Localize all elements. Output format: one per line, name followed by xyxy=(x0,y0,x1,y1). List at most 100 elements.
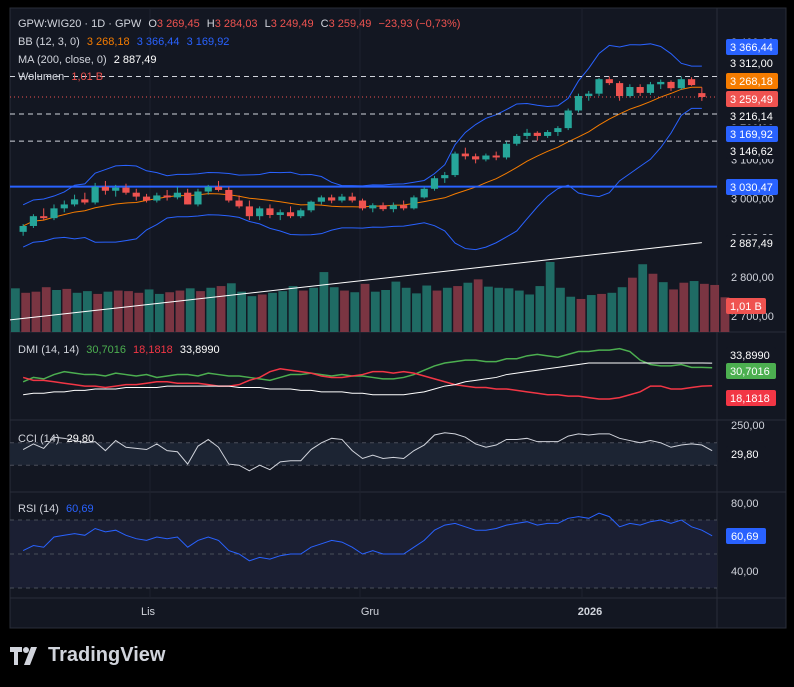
candle-body xyxy=(91,186,99,203)
candle-body xyxy=(615,83,624,97)
price-label-bg xyxy=(726,39,778,55)
candle-body xyxy=(225,189,233,201)
volume-bar xyxy=(113,290,123,332)
candle-body xyxy=(81,199,89,203)
volume-bar xyxy=(31,291,41,332)
volume-bar xyxy=(453,286,462,332)
volume-bar xyxy=(617,287,627,332)
price-label: 3 146,62 xyxy=(730,146,773,158)
tradingview-logo[interactable]: TradingView xyxy=(10,644,165,667)
cci-axis-tick: 250,00 xyxy=(731,420,765,432)
candle-body xyxy=(379,205,387,210)
rsi-line xyxy=(22,512,713,562)
volume-bar xyxy=(648,273,658,332)
ma-label: MA (200, close, 0) xyxy=(18,54,107,66)
dmi-label-bg xyxy=(726,363,776,379)
dmi-minus-value: 18,1818 xyxy=(133,344,173,356)
candle-body xyxy=(60,204,68,209)
candle-body xyxy=(338,196,346,201)
candle-body xyxy=(235,200,243,207)
candle-body xyxy=(101,186,110,191)
volume-bar xyxy=(360,283,370,332)
volume-bar xyxy=(154,293,164,332)
volume-value: 1,01 B xyxy=(71,71,104,83)
rsi-axis-tick: 80,00 xyxy=(731,498,759,510)
candle-body xyxy=(50,208,58,219)
price-label: 3 030,47 xyxy=(730,182,773,194)
candle-body xyxy=(245,206,253,217)
volume-bar xyxy=(237,291,247,332)
cci-label-bg xyxy=(726,446,766,462)
bb-label: BB (12, 3, 0) xyxy=(18,36,80,48)
legend-dmi-row[interactable]: DMI (14, 14) 30,7016 18,1818 33,8990 xyxy=(18,344,224,356)
price-label-bg xyxy=(726,108,778,124)
dmi-axis-label: 30,7016 xyxy=(730,366,770,378)
time-axis-tick: Lis xyxy=(141,606,156,618)
bb-lower-value: 3 169,92 xyxy=(186,36,230,48)
candle-body xyxy=(286,212,295,217)
candle-body xyxy=(646,84,655,93)
candle-body xyxy=(410,197,418,209)
bb-basis-value: 3 268,18 xyxy=(86,36,130,48)
candle-body xyxy=(533,132,541,136)
volume-bar xyxy=(669,289,678,332)
ohlc-open: O3 269,45 xyxy=(148,18,200,30)
volume-bar xyxy=(638,264,648,332)
candle-body xyxy=(297,210,305,217)
legend-rsi-row[interactable]: RSI (14) 60,69 xyxy=(18,503,98,515)
price-label-bg xyxy=(726,91,778,107)
volume-bar xyxy=(566,296,576,332)
volume-bar xyxy=(247,296,257,332)
volume-bar xyxy=(597,293,606,332)
legend-ma-row[interactable]: MA (200, close, 0) 2 887,49 xyxy=(18,54,161,66)
candle-body xyxy=(369,205,377,209)
legend-bb-row[interactable]: BB (12, 3, 0) 3 268,18 3 366,44 3 169,92 xyxy=(18,36,233,48)
candle-body xyxy=(276,212,284,216)
candle-body xyxy=(595,79,603,94)
candle-body xyxy=(482,155,490,160)
candle-body xyxy=(430,178,439,189)
candle-body xyxy=(574,96,583,111)
price-label-bg xyxy=(726,73,778,89)
legend-volume-row[interactable]: Wolumen 1,01 B xyxy=(18,71,107,83)
price-label: 3 312,00 xyxy=(730,58,773,70)
candle-body xyxy=(153,195,161,201)
volume-bar xyxy=(268,292,277,332)
candle-body xyxy=(132,192,140,197)
tradingview-logo-icon xyxy=(10,646,37,665)
volume-bar xyxy=(514,290,524,332)
candle-body xyxy=(204,186,212,192)
dmi-label: DMI (14, 14) xyxy=(18,344,80,356)
volume-bar xyxy=(319,272,329,332)
candle-body xyxy=(256,208,264,217)
volume-axis-label: 1,01 B xyxy=(730,301,762,313)
legend-cci-row[interactable]: CCI (14) 29,80 xyxy=(18,433,98,445)
volume-bar xyxy=(216,286,226,332)
price-axis-tick: 2 800,00 xyxy=(731,272,774,284)
volume-bar xyxy=(175,290,185,332)
symbol-label[interactable]: GPW:WIG20 · 1D · GPW xyxy=(18,18,142,30)
legend-symbol-row: GPW:WIG20 · 1D · GPW O3 269,45 H3 284,03… xyxy=(18,18,464,30)
volume-bar xyxy=(144,289,154,332)
candle-body xyxy=(492,155,500,158)
volume-bar xyxy=(412,293,421,332)
volume-bar xyxy=(340,290,349,332)
candle-body xyxy=(214,186,223,190)
volume-bar xyxy=(185,288,195,332)
tradingview-wordmark: TradingView xyxy=(48,644,166,666)
candle-body xyxy=(348,196,356,201)
dmi-plus-value: 30,7016 xyxy=(86,344,126,356)
rsi-axis-tick: 40,00 xyxy=(731,566,759,578)
volume-bar xyxy=(689,281,699,332)
price-label: 3 268,18 xyxy=(730,76,773,88)
dmi-plus-line xyxy=(22,347,713,383)
volume-label-bg xyxy=(726,298,766,314)
volume-bar xyxy=(442,287,452,332)
cci-band xyxy=(10,442,717,466)
volume-bar xyxy=(422,285,432,332)
volume-bar xyxy=(401,287,411,332)
candle-body xyxy=(317,197,325,202)
rsi-label: RSI (14) xyxy=(18,503,59,515)
volume-bar xyxy=(484,286,493,332)
candle-body xyxy=(513,135,521,144)
